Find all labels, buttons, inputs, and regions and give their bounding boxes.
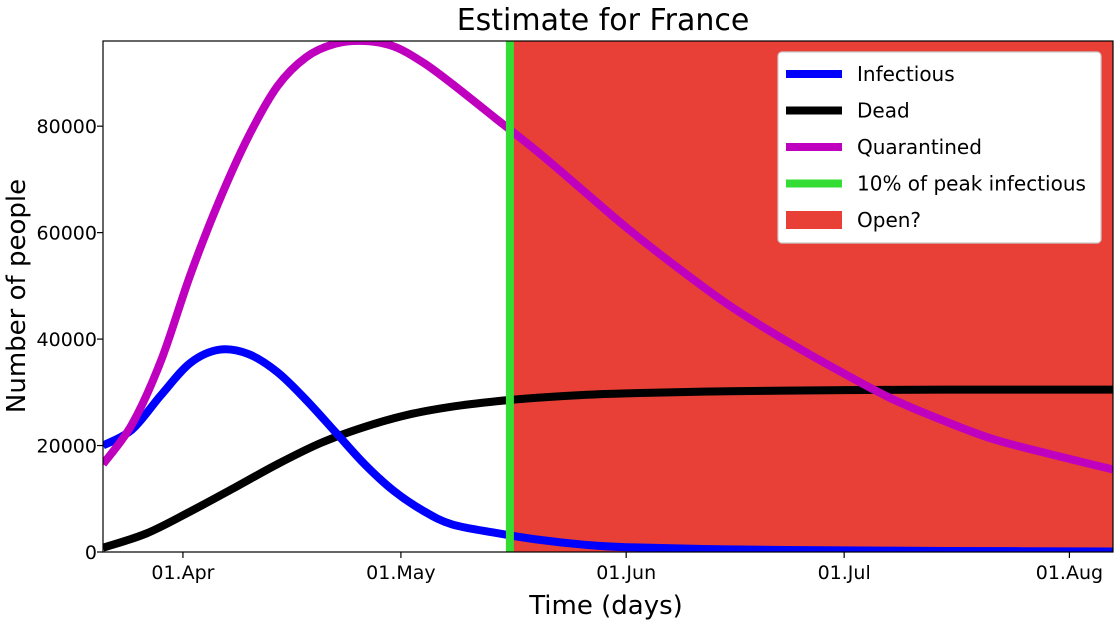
x-tick-label: 01.Aug [1036, 562, 1103, 584]
y-tick-label: 80000 [37, 116, 97, 138]
x-axis-label: Time (days) [528, 591, 683, 621]
legend-swatch [786, 211, 842, 229]
chart-title: Estimate for France [457, 3, 750, 38]
y-axis-label: Number of people [2, 179, 32, 413]
legend-label: Infectious [857, 62, 955, 86]
y-tick-label: 60000 [37, 223, 97, 245]
x-tick-label: 01.Jun [596, 562, 656, 584]
x-tick-label: 01.May [366, 562, 436, 584]
legend-label: 10% of peak infectious [857, 172, 1086, 196]
series-line-quarantined [103, 41, 1113, 474]
plot-frame [102, 40, 1114, 553]
y-tick-label: 0 [85, 542, 97, 564]
series-line-infectious [103, 345, 1113, 552]
y-tick-label: 20000 [37, 436, 97, 458]
x-tick-label: 01.Jul [818, 562, 871, 584]
legend-box [777, 51, 1102, 244]
series-line-dead [103, 385, 1113, 552]
x-tick-label: 01.Apr [151, 562, 214, 584]
legend-label: Quarantined [857, 135, 982, 159]
legend: Infectious Dead Quarantined 10% of peak inf… [777, 51, 1102, 244]
y-tick-label: 40000 [37, 329, 97, 351]
legend-label: Dead [857, 99, 910, 123]
legend-label: Open? [857, 208, 921, 232]
